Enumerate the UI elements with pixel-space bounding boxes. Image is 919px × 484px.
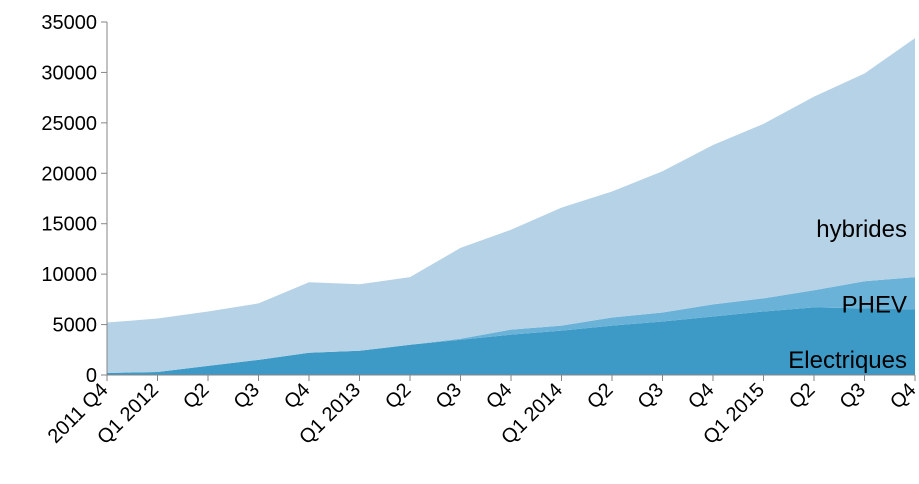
x-tick-label: Q2 bbox=[785, 379, 819, 413]
x-tick-label: Q2 bbox=[179, 379, 213, 413]
x-tick-label: Q3 bbox=[432, 379, 466, 413]
y-tick-label: 20000 bbox=[41, 163, 97, 185]
area-phev bbox=[107, 277, 915, 373]
series-labels: Electriques PHEV hybrides bbox=[788, 216, 907, 374]
y-tick-label: 5000 bbox=[53, 315, 98, 337]
x-tick-label: Q4 bbox=[684, 379, 718, 413]
series-label-phev: PHEV bbox=[842, 291, 907, 318]
y-tick-label: 10000 bbox=[41, 264, 97, 286]
y-tick-label: 15000 bbox=[41, 214, 97, 236]
x-tick-label: Q2 bbox=[583, 379, 617, 413]
y-axis-ticks: 0 5000 10000 15000 20000 25000 30000 35000 bbox=[41, 12, 107, 387]
x-tick-label: Q4 bbox=[886, 379, 919, 413]
series-label-electriques: Electriques bbox=[788, 347, 907, 374]
y-tick-label: 30000 bbox=[41, 62, 97, 84]
series-label-hybrides: hybrides bbox=[816, 216, 907, 243]
area-electriques bbox=[107, 307, 915, 375]
area-series-group bbox=[107, 38, 915, 375]
area-hybrides bbox=[107, 38, 915, 373]
y-tick-label: 35000 bbox=[41, 12, 97, 34]
x-tick-label: Q3 bbox=[230, 379, 264, 413]
y-tick-label: 0 bbox=[86, 365, 97, 387]
x-tick-label: Q4 bbox=[482, 379, 516, 413]
x-tick-label: Q2 bbox=[381, 379, 415, 413]
x-tick-label: Q3 bbox=[836, 379, 870, 413]
y-tick-label: 25000 bbox=[41, 113, 97, 135]
x-tick-label: Q3 bbox=[634, 379, 668, 413]
x-tick-label: Q4 bbox=[280, 379, 314, 413]
